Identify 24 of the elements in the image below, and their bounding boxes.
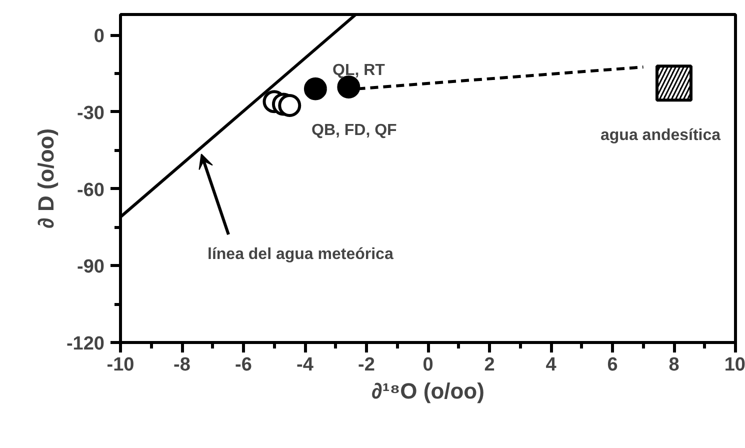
x-tick-label: 8 [668,354,680,376]
annotation: línea del agua meteórica [208,246,394,263]
x-tick-label: 6 [607,354,618,376]
x-tick-label: -4 [296,354,314,376]
point [278,94,302,117]
annotation: QB, FD, QF [312,122,398,139]
x-tick-label: 4 [546,354,557,376]
x-tick-label: -6 [235,354,252,376]
y-tick-label: -120 [66,334,105,354]
y-tick-label: 0 [94,26,105,47]
y-axis-title: ∂ D (o/oo) [33,128,58,229]
point [304,77,327,100]
x-tick-label: 2 [484,354,495,376]
x-axis-title: ∂¹⁸O (o/oo) [372,378,484,404]
y-tick-label: -90 [77,256,105,278]
x-tick-label: -2 [358,354,375,376]
y-tick-label: -30 [77,102,105,124]
annotation: agua andesítica [600,127,721,144]
x-tick-label: -10 [106,354,134,376]
y-tick-label: -60 [77,180,105,201]
x-tick-label: -8 [174,354,190,376]
annotation: QL, RT [332,62,386,79]
x-tick-label: 10 [724,354,745,376]
x-tick-label: 0 [422,354,434,376]
